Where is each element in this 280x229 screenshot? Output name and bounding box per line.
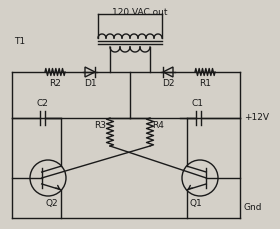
- Text: R3: R3: [94, 122, 106, 131]
- Text: D2: D2: [162, 79, 174, 88]
- Text: C1: C1: [192, 99, 204, 108]
- Text: Q2: Q2: [46, 199, 58, 208]
- Text: Gnd: Gnd: [244, 204, 263, 213]
- Text: +12V: +12V: [244, 114, 269, 123]
- Text: R2: R2: [49, 79, 61, 88]
- Text: R1: R1: [199, 79, 211, 88]
- Text: R4: R4: [152, 122, 164, 131]
- Text: Q1: Q1: [190, 199, 202, 208]
- Text: 120 VAC out: 120 VAC out: [112, 8, 168, 17]
- Text: C2: C2: [36, 99, 48, 108]
- Text: D1: D1: [84, 79, 96, 88]
- Text: T1: T1: [14, 38, 25, 46]
